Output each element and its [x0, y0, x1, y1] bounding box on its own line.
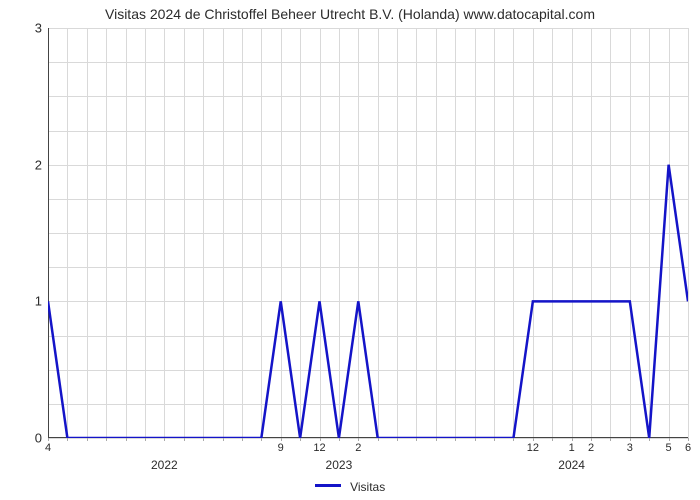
- x-tick-label: 4: [45, 442, 51, 454]
- chart-title: Visitas 2024 de Christoffel Beheer Utrec…: [0, 6, 700, 22]
- x-year-label: 2022: [151, 458, 178, 472]
- legend-swatch: [315, 484, 341, 487]
- x-tick-label: 12: [313, 442, 325, 454]
- x-tick-label: 6: [685, 442, 691, 454]
- x-tick-label: 2: [588, 442, 594, 454]
- y-tick-label: 2: [24, 157, 42, 172]
- x-tick-label: 5: [666, 442, 672, 454]
- x-tick-label: 12: [527, 442, 539, 454]
- x-year-label: 2023: [326, 458, 353, 472]
- x-tick-label: 1: [569, 442, 575, 454]
- legend: Visitas: [0, 480, 700, 494]
- y-tick-label: 3: [24, 21, 42, 36]
- x-year-label: 2024: [558, 458, 585, 472]
- x-tick-label: 9: [278, 442, 284, 454]
- x-tick-label: 2: [355, 442, 361, 454]
- y-tick-label: 1: [24, 294, 42, 309]
- legend-label: Visitas: [350, 480, 385, 494]
- plot-area: [48, 28, 688, 438]
- x-tick-label: 3: [627, 442, 633, 454]
- y-tick-label: 0: [24, 431, 42, 446]
- series-line: [48, 28, 688, 438]
